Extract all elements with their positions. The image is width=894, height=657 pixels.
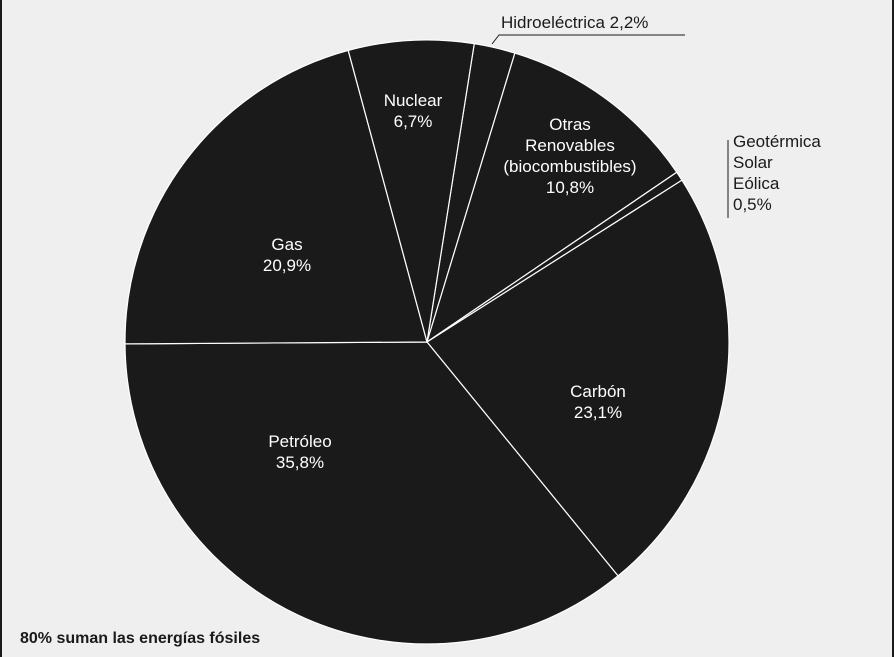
slice-label-petroleo: Petróleo 35,8% xyxy=(268,432,331,472)
footnote: 80% suman las energías fósiles xyxy=(20,630,261,647)
pie-slice-petroleo xyxy=(124,341,619,645)
pie-slice-otras-renovables-biocombustibles xyxy=(425,52,678,344)
leader-line-hidroelectrica xyxy=(491,34,685,45)
slice-label-nuclear: Nuclear 6,7% xyxy=(384,91,443,131)
slice-labels: Hidroeléctrica 2,2% Otras Renovables (bioco… xyxy=(263,13,822,472)
slices xyxy=(124,39,730,645)
slice-label-geotermica-solar-eolica: Geotérmica Solar Eólica 0,5% xyxy=(733,132,821,214)
pie-slice-nuclear xyxy=(347,39,475,343)
slice-label-carbon: Carbón 23,1% xyxy=(570,382,626,422)
slice-label-otras-renovables-biocombustibles: Otras Renovables (biocombustibles) 10,8% xyxy=(503,115,636,197)
slice-label-gas: Gas 20,9% xyxy=(263,235,311,275)
pie-slice-gas xyxy=(124,49,428,345)
pie-slice-carbon xyxy=(426,179,730,577)
slice-label-hidroelectrica: Hidroeléctrica 2,2% xyxy=(501,13,648,32)
